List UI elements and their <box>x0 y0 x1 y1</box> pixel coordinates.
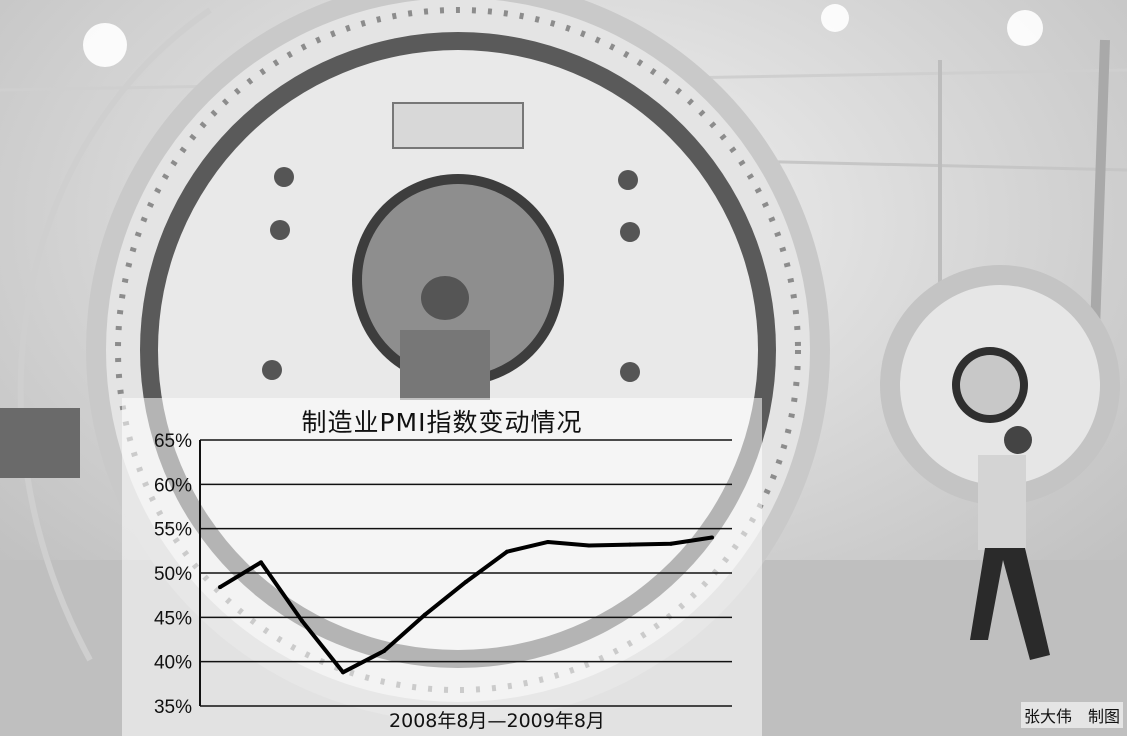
data-point-2008-12 <box>382 649 386 654</box>
data-point-2009-02 <box>464 579 468 584</box>
data-point-2008-08 <box>218 585 222 590</box>
chart-title: 制造业PMI指数变动情况 <box>301 408 583 437</box>
y-tick-label: 65% <box>154 431 192 452</box>
credit-text: 张大伟 制图 <box>1020 702 1123 728</box>
y-tick-label: 60% <box>154 475 192 496</box>
data-point-2008-10 <box>300 618 304 623</box>
y-tick-label: 35% <box>154 697 192 718</box>
pmi-series-line <box>218 535 713 675</box>
y-tick-label: 55% <box>154 520 192 541</box>
data-point-2009-01 <box>423 612 427 617</box>
data-point-2008-09 <box>259 560 263 565</box>
chart-backdrop <box>122 398 762 736</box>
data-point-2009-07 <box>669 541 673 546</box>
x-axis-label: 2008年8月—2009年8月 <box>389 710 605 732</box>
y-axis-ticks: 65% 60% 55% 50% 45% 40% 35% <box>154 431 192 718</box>
data-point-2009-06 <box>628 542 632 547</box>
y-tick-label: 45% <box>154 608 192 629</box>
grid-lines <box>199 439 732 707</box>
y-tick-label: 40% <box>154 653 192 674</box>
data-point-2009-08 <box>710 535 714 540</box>
y-tick-label: 50% <box>154 564 192 585</box>
data-point-2009-05 <box>587 543 591 548</box>
data-series <box>218 535 714 675</box>
data-point-2009-04 <box>546 539 550 544</box>
data-point-2009-03 <box>505 549 509 554</box>
data-point-2008-11 <box>341 670 345 675</box>
